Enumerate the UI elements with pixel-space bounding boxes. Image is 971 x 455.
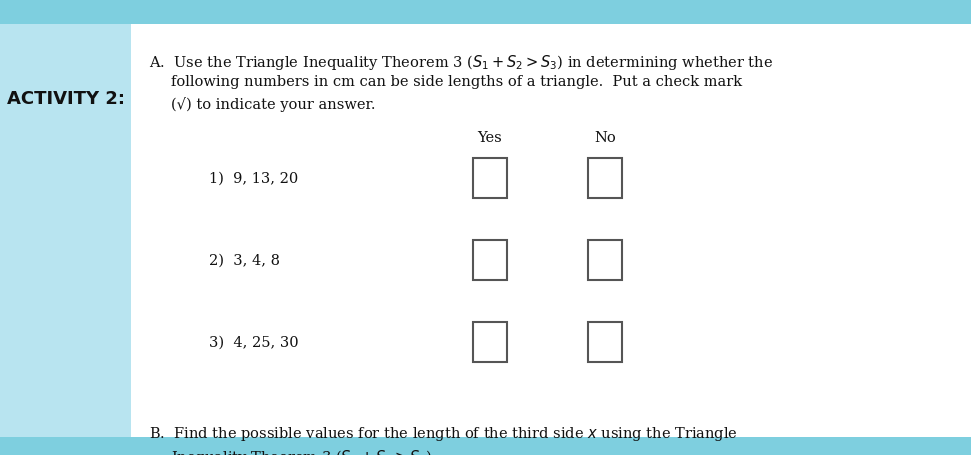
Text: (√) to indicate your answer.: (√) to indicate your answer. — [171, 97, 376, 112]
Bar — [0, 437, 971, 455]
Text: 2)  3, 4, 8: 2) 3, 4, 8 — [209, 253, 280, 268]
Text: Yes: Yes — [478, 131, 502, 145]
Bar — [0, 0, 971, 25]
Bar — [0, 25, 131, 437]
Text: Inequality Theorem 3 ($S_1 + S_2 > S_3$).: Inequality Theorem 3 ($S_1 + S_2 > S_3$)… — [171, 447, 437, 455]
Bar — [588, 159, 622, 199]
Bar — [588, 241, 622, 280]
Text: ACTIVITY 2:: ACTIVITY 2: — [7, 90, 124, 108]
Bar — [473, 241, 507, 280]
Text: 3)  4, 25, 30: 3) 4, 25, 30 — [209, 335, 299, 349]
Text: No: No — [594, 131, 616, 145]
Text: following numbers in cm can be side lengths of a triangle.  Put a check mark: following numbers in cm can be side leng… — [171, 75, 742, 89]
Bar — [588, 323, 622, 362]
Bar — [473, 159, 507, 199]
Text: A.  Use the Triangle Inequality Theorem 3 ($S_1 + S_2 > S_3$) in determining whe: A. Use the Triangle Inequality Theorem 3… — [150, 53, 773, 72]
Bar — [131, 25, 971, 437]
Text: B.  Find the possible values for the length of the third side $x$ using the Tria: B. Find the possible values for the leng… — [150, 424, 738, 442]
Bar — [473, 323, 507, 362]
Text: 1)  9, 13, 20: 1) 9, 13, 20 — [209, 172, 298, 186]
